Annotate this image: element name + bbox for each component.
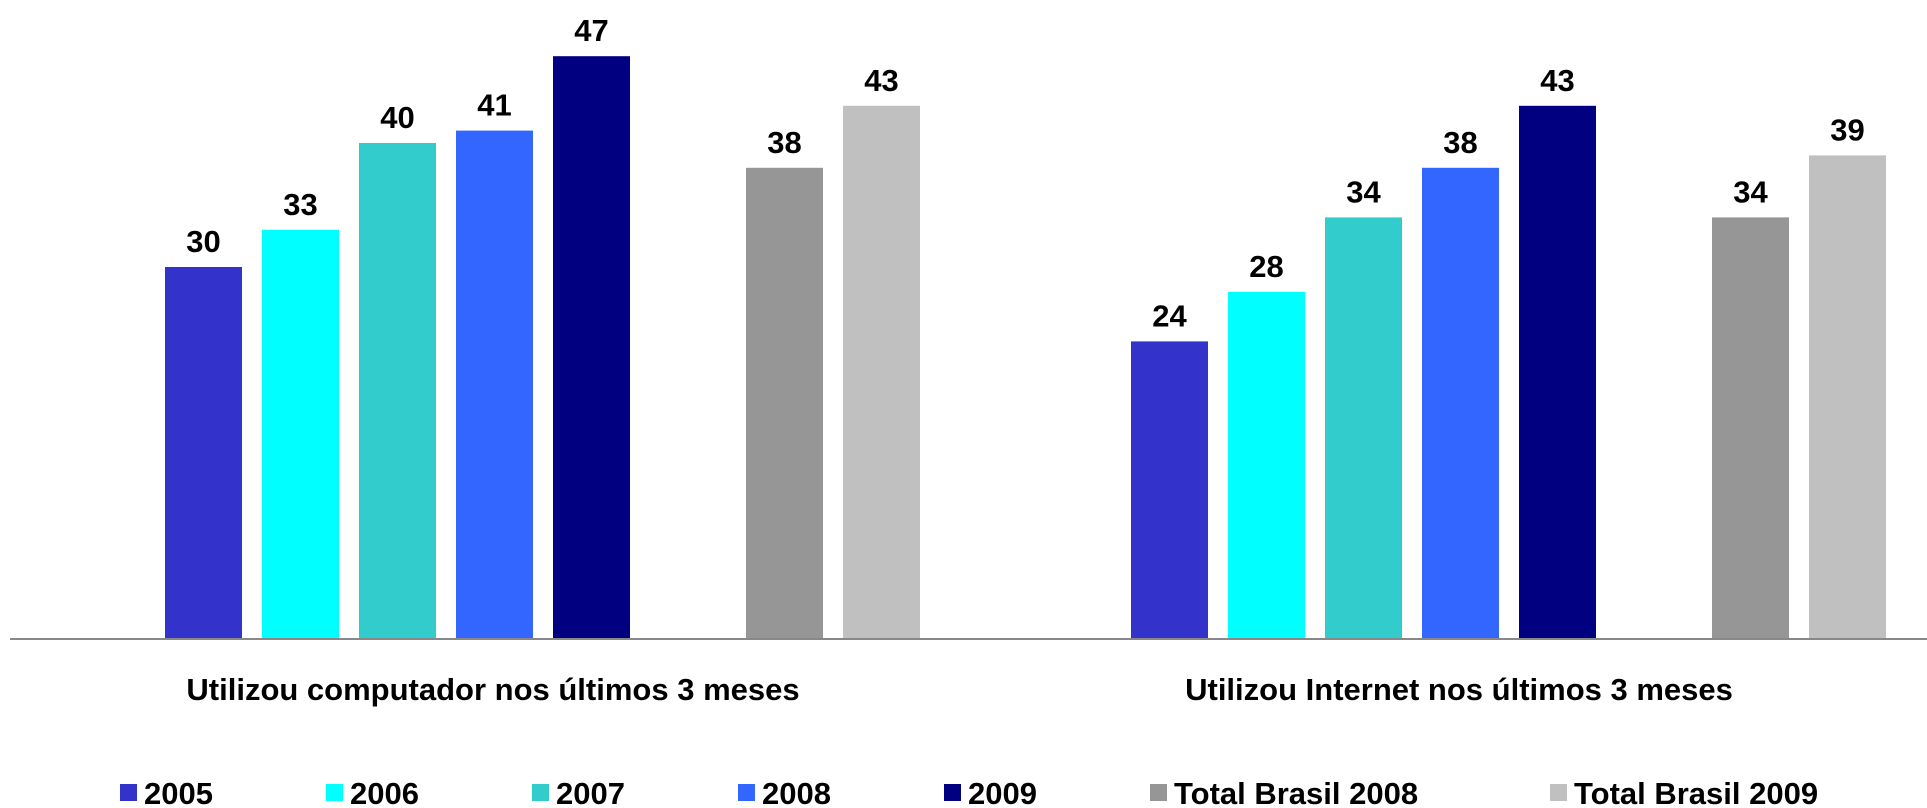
bar-total-brasil-2009-cat1: [1809, 155, 1886, 639]
value-label: 41: [477, 88, 511, 123]
bar-2007-cat0: [359, 143, 436, 639]
value-label: 34: [1733, 174, 1768, 209]
bars-group: [165, 56, 1886, 640]
value-label: 34: [1346, 174, 1381, 209]
legend-swatch: [1150, 784, 1167, 801]
bar-2006-cat0: [262, 229, 339, 640]
bar-2005-cat1: [1131, 341, 1208, 639]
category-label: Utilizou Internet nos últimos 3 meses: [1185, 672, 1733, 707]
category-label: Utilizou computador nos últimos 3 meses: [186, 672, 799, 707]
legend-label: 2009: [968, 776, 1037, 808]
bar-2009-cat1: [1519, 105, 1596, 640]
legend-label: 2006: [350, 776, 419, 808]
legend-swatch: [120, 784, 137, 801]
legend-swatch: [326, 784, 343, 801]
value-labels-group: 30 33 40 41 47 38 43 24 28 34 38 43 34 39: [186, 13, 1864, 333]
legend-label: 2007: [556, 776, 625, 808]
value-label: 39: [1830, 112, 1864, 147]
value-label: 40: [380, 100, 414, 135]
bar-2006-cat1: [1228, 291, 1305, 639]
legend-swatch: [944, 784, 961, 801]
bar-total-brasil-2008-cat0: [746, 167, 823, 640]
legend-swatch: [1550, 784, 1567, 801]
bar-total-brasil-2008-cat1: [1712, 217, 1789, 639]
value-label: 43: [1540, 63, 1574, 98]
legend-label: 2005: [144, 776, 213, 808]
bar-total-brasil-2009-cat0: [843, 105, 920, 640]
value-label: 30: [186, 224, 220, 259]
legend-label: Total Brasil 2009: [1574, 776, 1818, 808]
value-label: 33: [283, 187, 317, 222]
category-labels-group: Utilizou computador nos últimos 3 meses U…: [186, 672, 1733, 707]
value-label: 43: [864, 63, 898, 98]
legend-swatch: [532, 784, 549, 801]
value-label: 24: [1152, 298, 1187, 333]
legend-swatch: [738, 784, 755, 801]
value-label: 38: [767, 125, 801, 160]
bar-2008-cat1: [1422, 167, 1499, 640]
bar-2007-cat1: [1325, 217, 1402, 639]
value-label: 28: [1249, 249, 1283, 284]
bar-2008-cat0: [456, 130, 533, 639]
bar-2005-cat0: [165, 267, 242, 639]
legend: 2005 2006 2007 2008 2009 Total Brasil 2008 Tot…: [120, 776, 1818, 808]
value-label: 38: [1443, 125, 1477, 160]
legend-label: 2008: [762, 776, 831, 808]
value-label: 47: [574, 13, 608, 48]
legend-label: Total Brasil 2008: [1174, 776, 1418, 808]
bar-2009-cat0: [553, 56, 630, 639]
